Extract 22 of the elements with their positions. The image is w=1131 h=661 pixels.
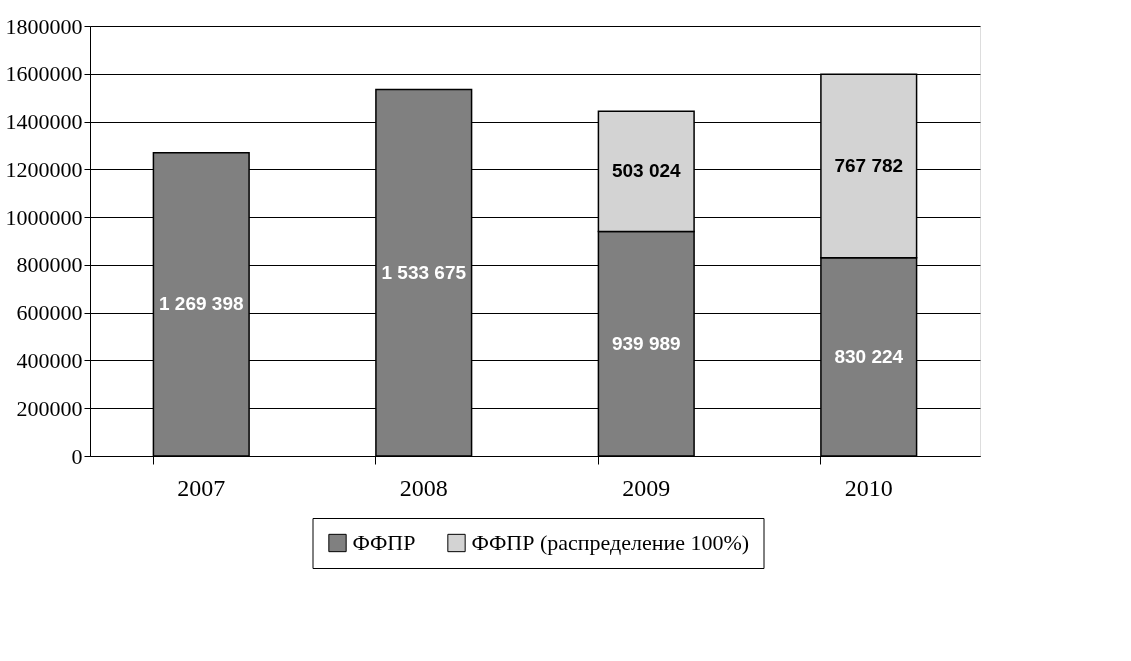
x-tick-label: 2007 [177,474,226,501]
y-tick-label: 1200000 [5,156,83,182]
y-tick-label: 1800000 [5,13,83,39]
y-tick-label: 0 [71,443,83,469]
y-tick-label: 800000 [16,252,83,278]
y-tick-label: 400000 [16,347,83,373]
data-label: 1 269 398 [158,293,244,315]
data-label: 503 024 [611,160,682,182]
data-label: 1 533 675 [381,261,467,283]
y-tick-label: 600000 [16,300,83,326]
x-tick-label: 2008 [399,474,448,501]
x-tick-label: 2010 [844,474,893,501]
data-label: 939 989 [611,332,681,354]
y-tick-label: 1000000 [5,204,83,230]
data-label: 767 782 [834,154,904,176]
y-tick-label: 1600000 [5,61,83,87]
legend-label: ФФПР [352,530,416,555]
legend-label: ФФПР (распределение 100%) [471,530,750,555]
y-tick-label: 1400000 [5,109,83,135]
data-label: 830 224 [834,345,904,367]
x-tick-label: 2009 [622,474,671,501]
y-tick-label: 200000 [16,395,83,421]
